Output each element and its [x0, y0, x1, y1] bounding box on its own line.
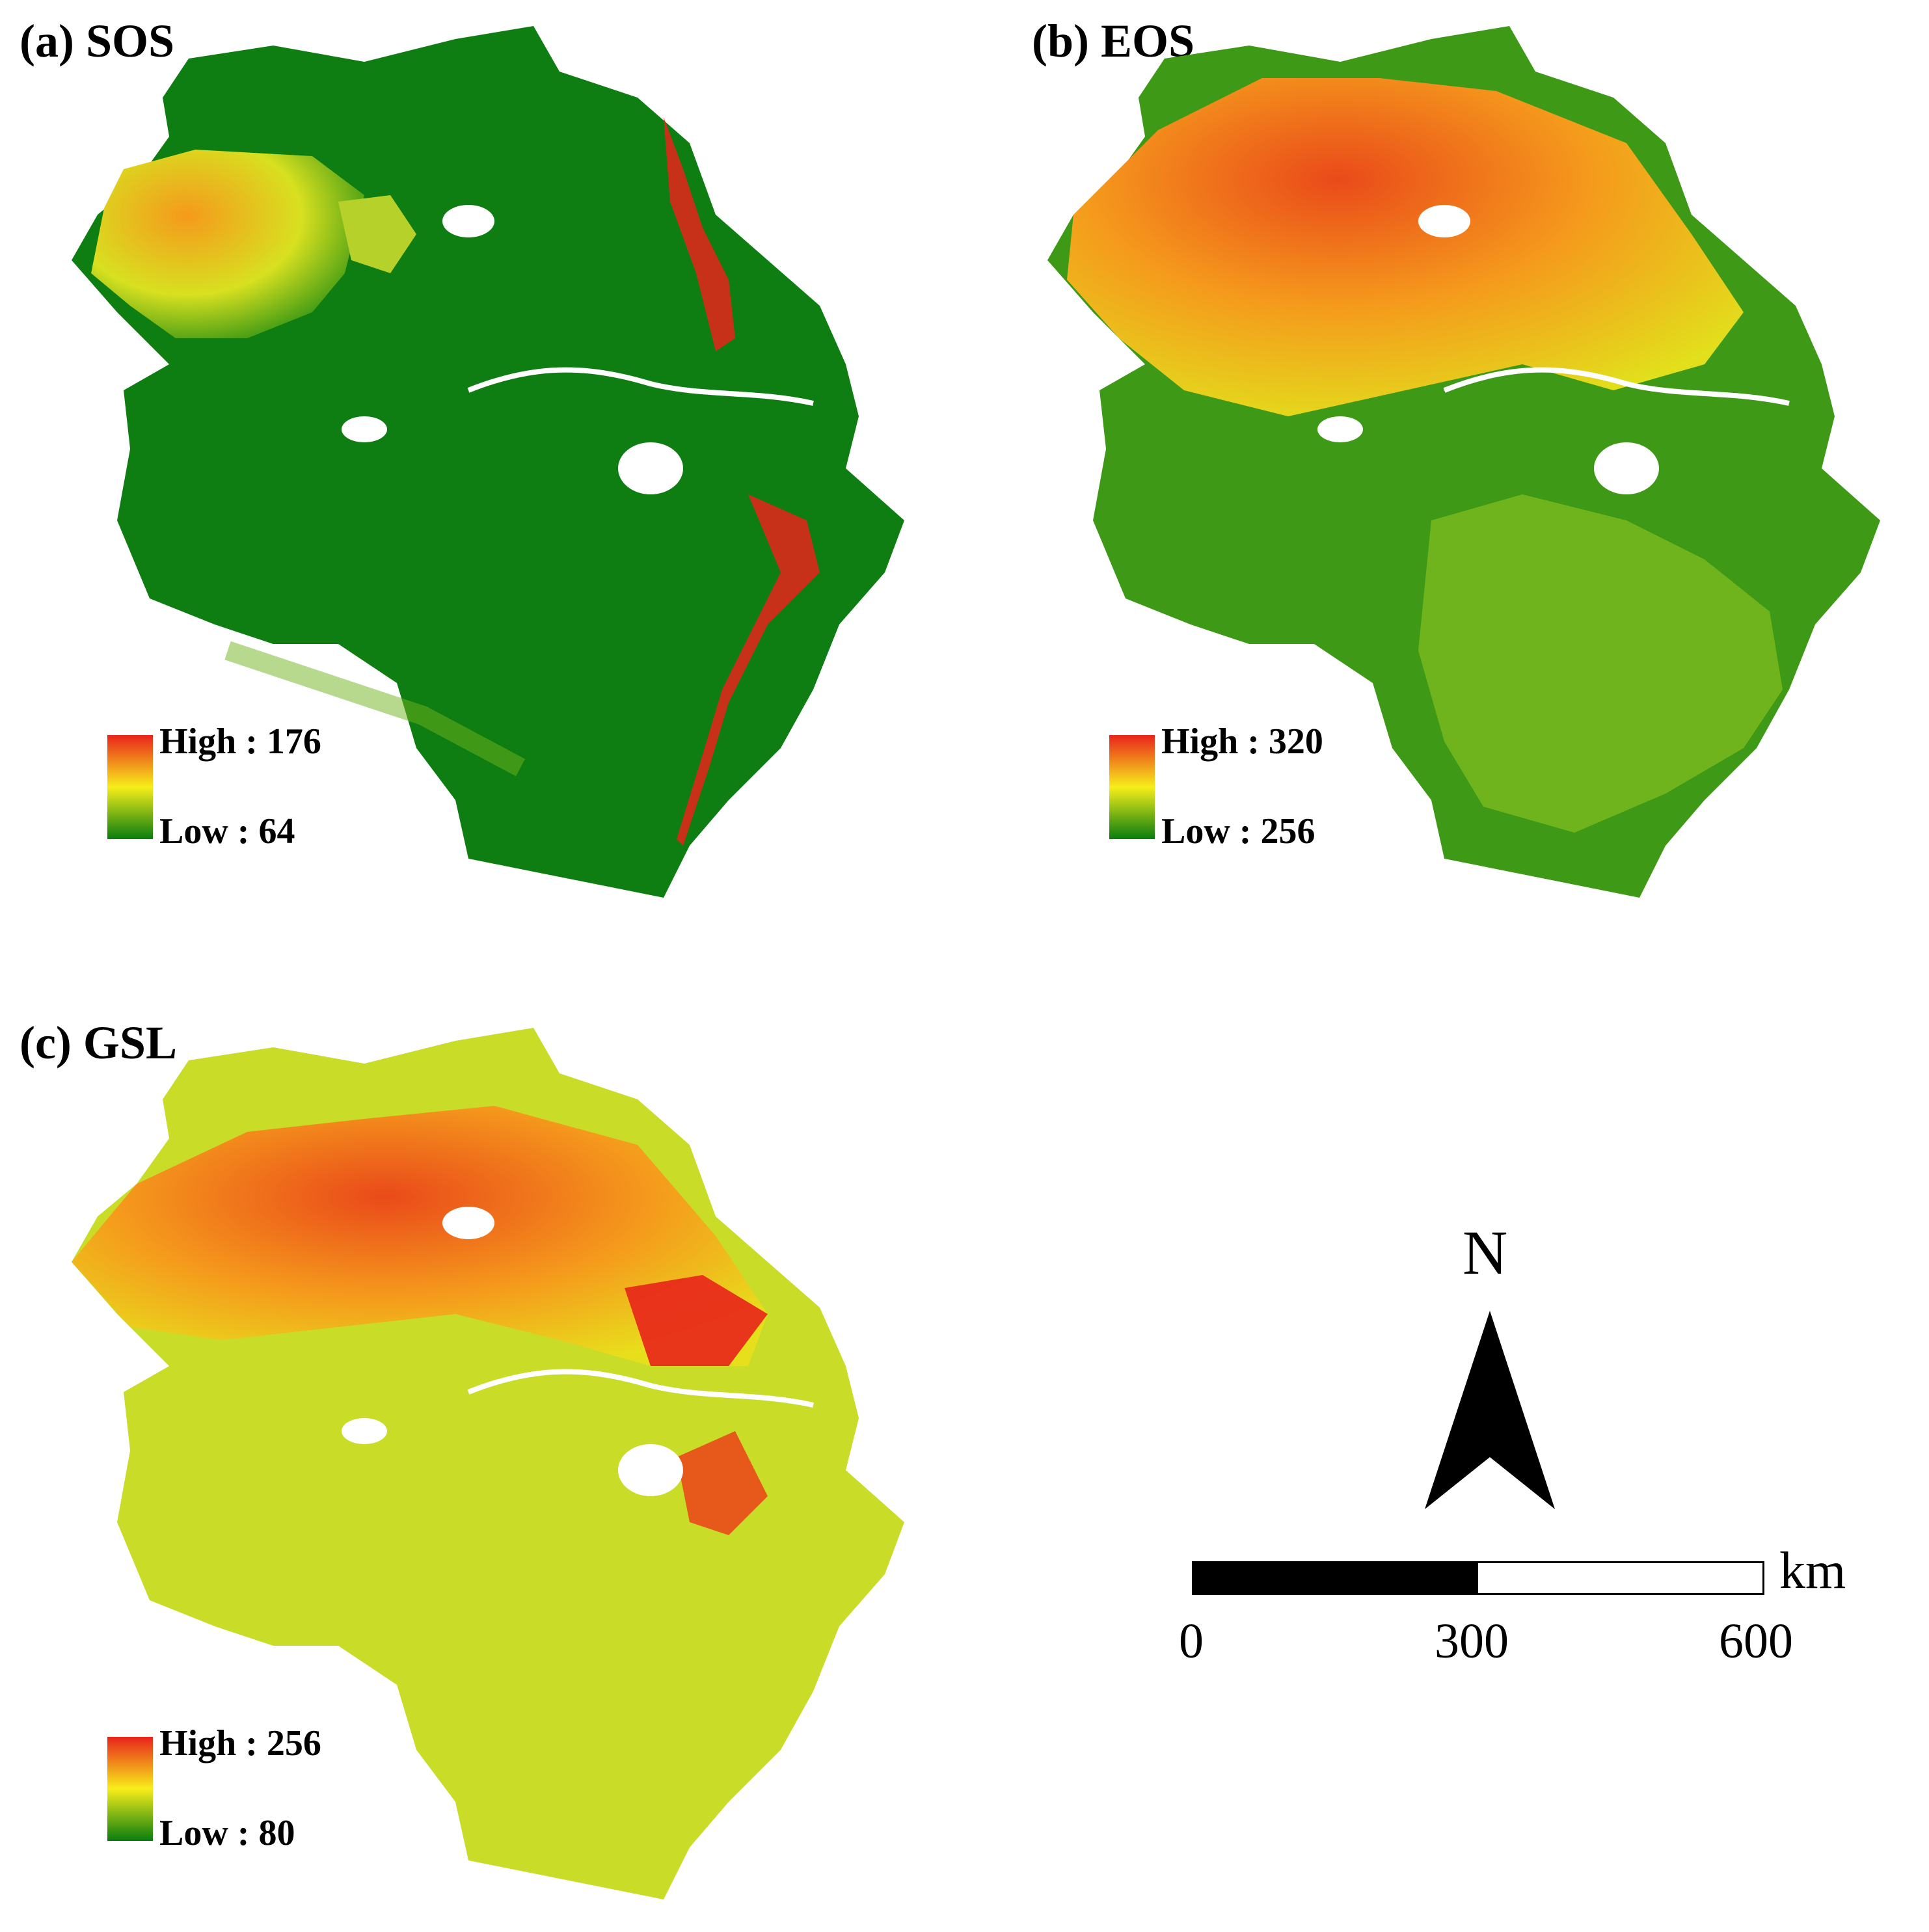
legend-sos: High : 176 Low : 64: [107, 721, 381, 852]
scale-bar: [1192, 1561, 1764, 1595]
panel-eos: (b) EOS High : 320 Low : 256: [989, 0, 1929, 930]
river-yangtze-eos: [1443, 367, 1790, 406]
north-arrow-icon: [1425, 1311, 1555, 1509]
panel-gsl: (c) GSL High : 256 Low : 80: [0, 1002, 963, 1932]
lake-taihu-eos: [1594, 442, 1659, 494]
legend-high-label-eos: High : 320: [1161, 721, 1323, 762]
river-yangtze-gsl: [467, 1369, 814, 1408]
region-high-north-gsl: [72, 1106, 768, 1366]
legend-colorbar-eos: [1109, 735, 1155, 839]
legend-low-label-eos: Low : 256: [1161, 811, 1315, 852]
legend-low-label-gsl: Low : 80: [159, 1813, 295, 1853]
legend-colorbar-sos: [107, 735, 153, 839]
lake-hongze-eos: [1418, 205, 1470, 237]
region-mid-south-eos: [1418, 494, 1783, 833]
region-high-north-eos: [1067, 78, 1744, 416]
region-peak-gsl: [625, 1275, 768, 1366]
map-sos: [72, 26, 904, 898]
lake-chaohu-eos: [1317, 416, 1363, 442]
lake-chaohu-gsl: [342, 1418, 387, 1444]
legend-colorbar-gsl: [107, 1737, 153, 1841]
map-gsl: [72, 1028, 904, 1899]
scale-tick-label-600: 600: [1719, 1614, 1793, 1669]
lake-taihu-gsl: [618, 1444, 683, 1496]
north-label: N: [1463, 1218, 1508, 1287]
lake-hongze-sos: [442, 205, 494, 237]
lake-chaohu-sos: [342, 416, 387, 442]
legend-gsl: High : 256 Low : 80: [107, 1723, 381, 1853]
panel-sos: (a) SOS High : 176 Low : 64: [0, 0, 963, 930]
speckle-sos: [224, 641, 526, 777]
panel-title-gsl: (c) GSL: [20, 1017, 177, 1069]
region-high-west-sos: [91, 150, 364, 338]
river-yangtze-sos: [467, 367, 814, 406]
map-eos: [1047, 26, 1880, 898]
scale-tick-label-0: 0: [1179, 1614, 1204, 1669]
legend-low-label-sos: Low : 64: [159, 811, 295, 852]
legend-high-label-gsl: High : 256: [159, 1723, 321, 1764]
legend-high-label-sos: High : 176: [159, 721, 321, 762]
lake-taihu-sos: [618, 442, 683, 494]
lake-hongze-gsl: [442, 1207, 494, 1239]
coast-red-south-sos: [677, 494, 820, 846]
scale-bar-filled-segment: [1194, 1563, 1478, 1593]
scale-unit-label: km: [1779, 1542, 1846, 1600]
legend-eos: High : 320 Low : 256: [1109, 721, 1383, 852]
panel-title-sos: (a) SOS: [20, 15, 175, 67]
coast-red-sos: [664, 117, 735, 351]
region-mid-sos: [338, 195, 416, 273]
scale-tick-label-300: 300: [1435, 1614, 1509, 1669]
region-peak-south-gsl: [677, 1431, 768, 1535]
